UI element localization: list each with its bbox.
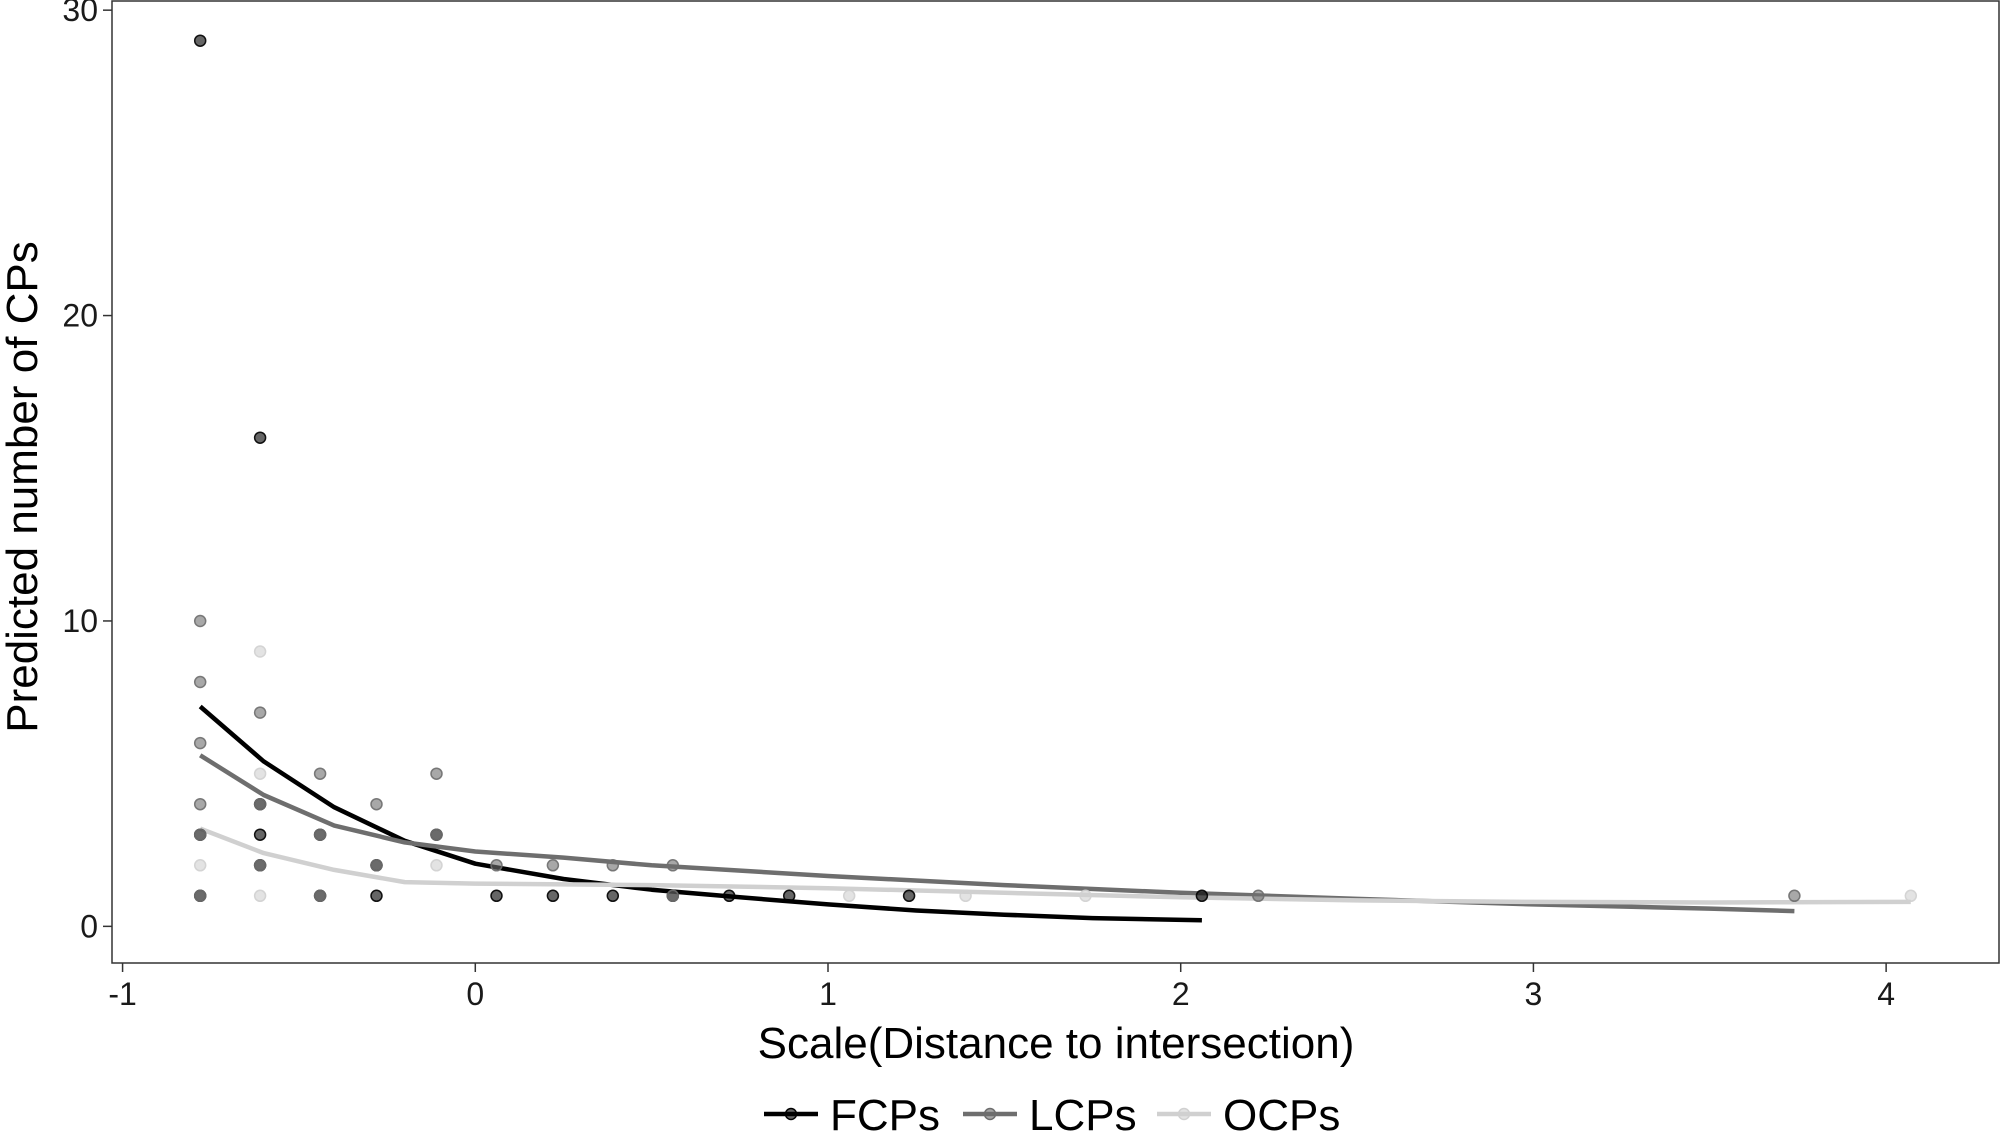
legend-key-point-ocps <box>1177 1107 1191 1121</box>
y-axis-title: Predicted number of CPs <box>0 241 47 733</box>
point-fcps <box>606 889 620 903</box>
point-ocps <box>253 645 267 658</box>
point-lcps <box>490 859 503 872</box>
point-lcps <box>666 859 680 872</box>
fit-line-ocps <box>199 826 1911 905</box>
y-tick-label: 30 <box>62 0 98 28</box>
point-fcps <box>253 828 267 841</box>
point-lcps <box>253 797 267 811</box>
point-lcps <box>253 859 267 872</box>
point-ocps <box>253 889 267 903</box>
x-tick-label: 1 <box>819 976 837 1012</box>
point-lcps <box>193 736 207 750</box>
point-lcps <box>313 767 327 780</box>
point-ocps <box>1904 889 1918 903</box>
point-lcps <box>193 614 207 628</box>
point-lcps <box>546 859 560 872</box>
x-tick-label: 2 <box>1172 976 1190 1012</box>
point-lcps <box>606 859 620 872</box>
point-ocps <box>193 859 207 872</box>
point-fcps <box>722 889 736 903</box>
point-fcps <box>1195 889 1209 903</box>
x-axis-title: Scale(Distance to intersection) <box>758 1019 1355 1068</box>
point-lcps <box>430 828 443 841</box>
panel-border <box>111 0 2000 964</box>
y-tick-label: 10 <box>62 603 98 639</box>
point-lcps <box>1788 889 1801 903</box>
points-layer <box>193 34 1918 903</box>
point-fcps <box>546 889 560 903</box>
point-lcps <box>370 859 383 872</box>
point-lcps <box>430 767 443 780</box>
y-tick-label: 0 <box>80 908 98 944</box>
point-ocps <box>1079 889 1092 903</box>
point-ocps <box>253 767 267 780</box>
point-ocps <box>430 859 443 872</box>
x-axis: -1 0 1 2 3 4 <box>108 963 1895 1012</box>
x-tick-label: 0 <box>466 976 484 1012</box>
point-lcps <box>193 889 207 903</box>
legend: FCPs LCPs OCPs <box>764 1091 1340 1135</box>
point-fcps <box>902 889 916 903</box>
y-tick-label: 20 <box>62 298 98 334</box>
point-lcps <box>313 828 327 841</box>
point-fcps <box>253 431 267 444</box>
point-fcps <box>490 889 503 903</box>
legend-label-ocps: OCPs <box>1223 1091 1340 1135</box>
point-lcps <box>193 797 207 811</box>
point-lcps <box>666 889 680 903</box>
y-axis: 0 10 20 30 <box>62 0 112 944</box>
legend-key-point-fcps <box>784 1107 798 1121</box>
point-lcps <box>253 706 267 719</box>
point-ocps <box>842 889 856 903</box>
point-fcps <box>370 889 383 903</box>
point-fcps <box>782 889 796 903</box>
fit-lines <box>198 704 1911 923</box>
point-lcps <box>1252 889 1265 903</box>
point-ocps <box>959 889 972 903</box>
point-fcps <box>193 34 207 47</box>
point-lcps <box>193 828 207 841</box>
x-tick-label: 4 <box>1877 976 1895 1012</box>
fit-line-fcps <box>198 704 1202 923</box>
x-tick-label: -1 <box>108 976 136 1012</box>
x-tick-label: 3 <box>1525 976 1543 1012</box>
point-lcps <box>313 889 327 903</box>
legend-label-fcps: FCPs <box>830 1091 940 1135</box>
legend-key-point-lcps <box>983 1107 997 1121</box>
point-lcps <box>193 675 207 689</box>
point-lcps <box>370 797 383 811</box>
plot-panel <box>111 0 2000 964</box>
legend-label-lcps: LCPs <box>1029 1091 1137 1135</box>
